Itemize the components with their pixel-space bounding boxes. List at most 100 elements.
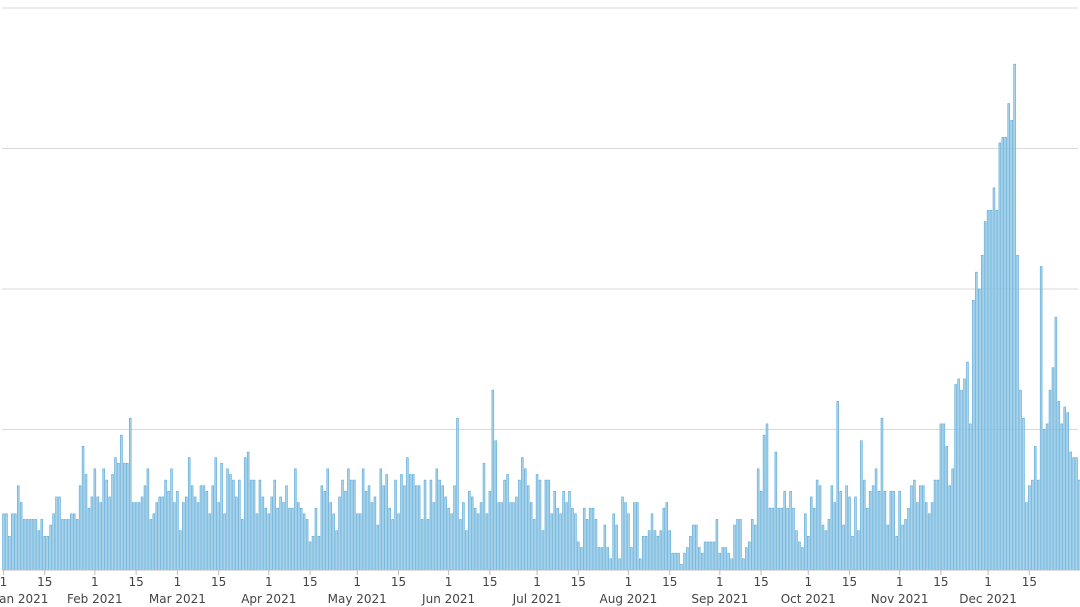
bar bbox=[818, 485, 822, 571]
bar bbox=[624, 502, 627, 571]
bar bbox=[367, 485, 371, 571]
bar bbox=[715, 519, 719, 571]
bar bbox=[43, 535, 46, 571]
bar bbox=[193, 496, 197, 571]
bar bbox=[753, 524, 757, 571]
bar bbox=[120, 434, 123, 571]
bar bbox=[364, 491, 368, 571]
bar bbox=[992, 187, 996, 571]
bar bbox=[40, 519, 44, 571]
bar bbox=[1048, 389, 1052, 571]
bar bbox=[1039, 266, 1043, 571]
bar bbox=[81, 446, 85, 571]
bar bbox=[559, 513, 562, 571]
bar bbox=[983, 221, 987, 571]
bar bbox=[515, 496, 518, 571]
bar bbox=[989, 210, 993, 571]
bar bbox=[821, 524, 825, 571]
bar bbox=[108, 496, 111, 571]
bar bbox=[951, 468, 954, 571]
bar bbox=[883, 491, 887, 571]
bar bbox=[526, 485, 530, 571]
bar bbox=[780, 507, 783, 571]
bar bbox=[795, 530, 798, 571]
bar bbox=[350, 479, 353, 571]
bar bbox=[414, 485, 418, 571]
bar bbox=[975, 271, 978, 571]
bar bbox=[473, 507, 477, 571]
bar bbox=[544, 479, 548, 571]
bar bbox=[809, 496, 813, 571]
bar bbox=[609, 558, 612, 571]
bar bbox=[686, 547, 689, 571]
bar bbox=[14, 513, 17, 571]
bar bbox=[96, 496, 100, 571]
bar bbox=[179, 530, 182, 571]
month-label: Feb 2021 bbox=[67, 592, 123, 606]
bar bbox=[568, 491, 571, 571]
bar bbox=[995, 210, 999, 571]
bar bbox=[123, 462, 126, 571]
bar bbox=[267, 513, 271, 571]
bar bbox=[420, 519, 424, 571]
bar bbox=[1036, 479, 1040, 571]
tick-label: 1 bbox=[716, 575, 724, 589]
bar bbox=[1031, 479, 1034, 571]
bar bbox=[532, 519, 536, 571]
bar bbox=[75, 519, 79, 571]
bar bbox=[594, 519, 598, 571]
bar bbox=[848, 496, 851, 571]
bar bbox=[942, 423, 946, 571]
bar bbox=[1057, 401, 1061, 571]
bar bbox=[895, 535, 898, 571]
bar bbox=[456, 417, 459, 571]
bar bbox=[49, 524, 52, 571]
bar bbox=[294, 468, 297, 571]
bar bbox=[1007, 103, 1010, 571]
bar bbox=[969, 423, 972, 571]
tick-label: 1 bbox=[91, 575, 99, 589]
bar bbox=[326, 468, 329, 571]
bar bbox=[161, 496, 164, 571]
bar bbox=[771, 507, 775, 571]
bar bbox=[329, 502, 332, 571]
bar bbox=[751, 519, 754, 571]
bar bbox=[1042, 429, 1046, 571]
bar bbox=[801, 547, 804, 571]
bar bbox=[137, 502, 141, 571]
bar bbox=[261, 496, 265, 571]
bar bbox=[164, 479, 167, 571]
bar bbox=[571, 507, 574, 571]
bar bbox=[423, 479, 427, 571]
bar bbox=[5, 513, 8, 571]
bar bbox=[986, 210, 990, 571]
bar bbox=[730, 558, 733, 571]
bar bbox=[721, 547, 725, 571]
bar bbox=[680, 564, 683, 571]
bar bbox=[697, 547, 701, 571]
bar bbox=[55, 496, 58, 571]
bar bbox=[468, 491, 471, 571]
bar bbox=[736, 519, 739, 571]
bars bbox=[2, 63, 1080, 571]
bar bbox=[470, 496, 474, 571]
bar bbox=[158, 496, 161, 571]
bar bbox=[31, 519, 35, 571]
bar bbox=[924, 502, 928, 571]
bar bbox=[99, 502, 102, 571]
bar bbox=[904, 519, 907, 571]
bar bbox=[689, 535, 692, 571]
bar bbox=[64, 519, 67, 571]
bar bbox=[459, 519, 462, 571]
bar bbox=[919, 485, 922, 571]
bar bbox=[1060, 423, 1064, 571]
bar bbox=[857, 530, 860, 571]
bar bbox=[650, 513, 654, 571]
bar bbox=[117, 462, 120, 571]
month-label: Jun 2021 bbox=[421, 592, 475, 606]
bar bbox=[111, 474, 114, 571]
tick-label: 1 bbox=[896, 575, 904, 589]
bar bbox=[34, 519, 38, 571]
bar bbox=[627, 513, 630, 571]
tick-label: 15 bbox=[571, 575, 586, 589]
